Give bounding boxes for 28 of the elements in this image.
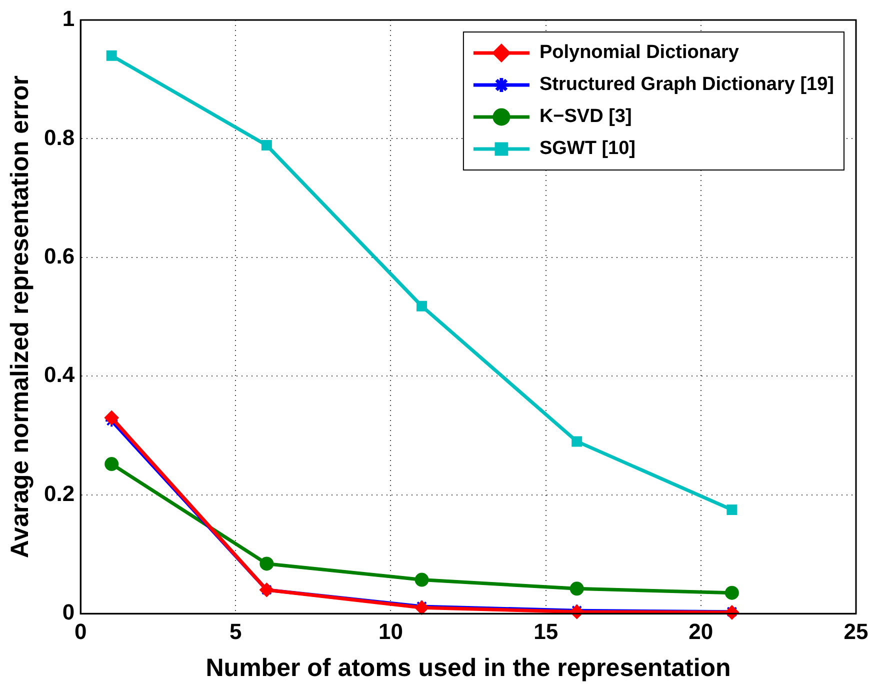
legend-label: K−SVD [3] bbox=[539, 106, 632, 128]
point bbox=[261, 140, 272, 150]
x-tick-label: 5 bbox=[230, 618, 242, 644]
y-tick-label: 0.8 bbox=[44, 124, 75, 150]
point bbox=[572, 436, 582, 447]
point bbox=[416, 300, 428, 312]
point bbox=[104, 457, 119, 472]
y-tick-label: 0.6 bbox=[44, 244, 75, 269]
point bbox=[104, 410, 119, 425]
legend-label: Structured Graph Dictionary [19] bbox=[539, 74, 834, 96]
point bbox=[724, 586, 739, 600]
point bbox=[726, 504, 738, 515]
x-axis-title: Number of atoms used in the representation bbox=[206, 654, 731, 682]
legend-label: Polynomial Dictionary bbox=[539, 42, 740, 64]
y-tick-label: 0.4 bbox=[44, 362, 76, 388]
y-tick-label: 0.2 bbox=[44, 480, 75, 506]
point bbox=[570, 582, 584, 596]
x-tick-label: 10 bbox=[378, 618, 403, 644]
y-tick-label: 1 bbox=[62, 6, 75, 32]
point bbox=[414, 572, 429, 587]
y-tick-label: 0 bbox=[62, 600, 75, 625]
point bbox=[260, 556, 274, 571]
x-tick-label: 15 bbox=[534, 618, 558, 644]
x-tick-label: 20 bbox=[688, 618, 714, 644]
y-axis-title: Avarage normalized representation error bbox=[6, 75, 34, 558]
x-tick-label: 25 bbox=[844, 618, 868, 644]
point bbox=[106, 50, 117, 61]
legend-label: SGWT [10] bbox=[539, 138, 636, 160]
